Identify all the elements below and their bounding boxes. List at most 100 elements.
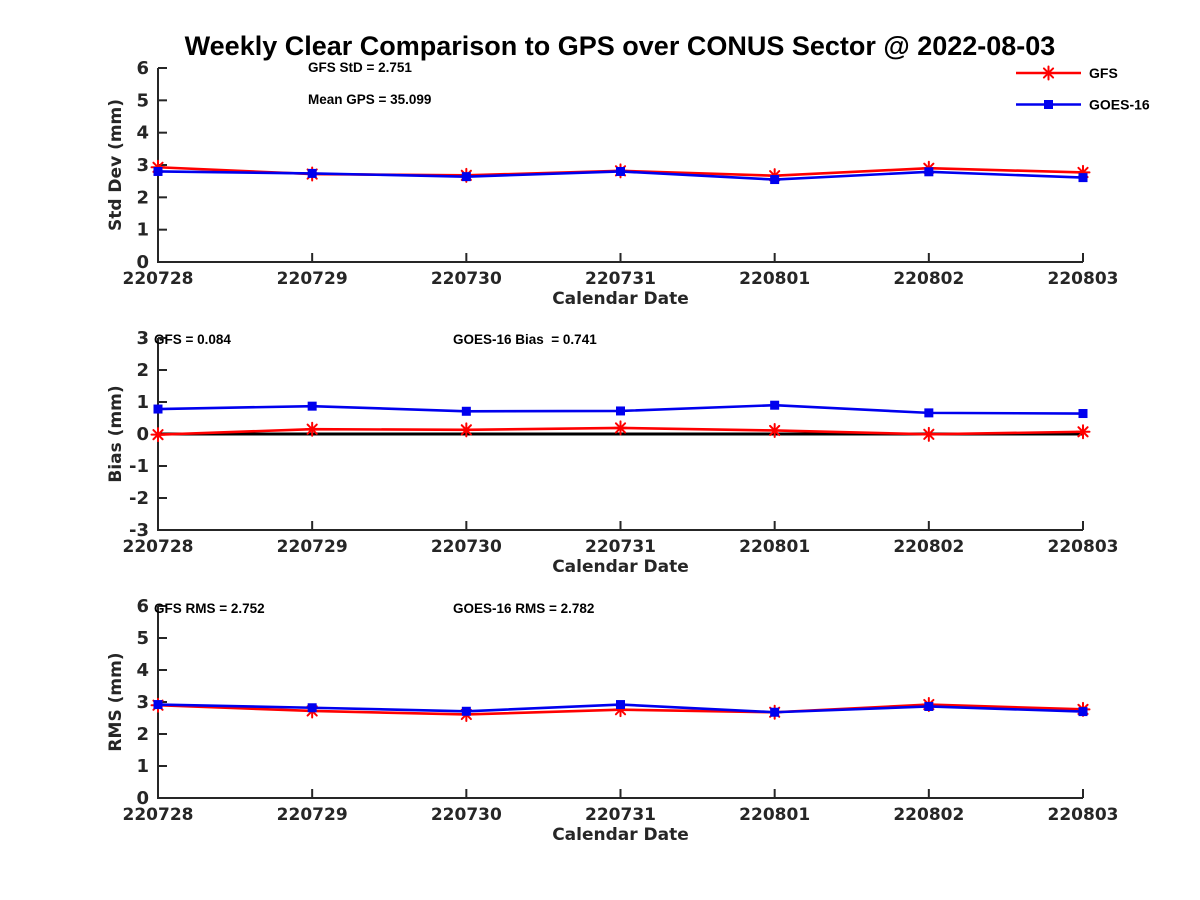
- y-tick-label: 4: [136, 123, 149, 144]
- y-axis-title: RMS (mm): [106, 652, 126, 751]
- square-marker: [307, 401, 317, 411]
- x-tick-label: 220801: [739, 537, 810, 557]
- square-marker: [153, 166, 163, 176]
- y-tick-label: -3: [129, 520, 149, 541]
- asterisk-marker: [1041, 65, 1056, 81]
- x-tick-label: 220730: [431, 269, 502, 289]
- annotation: GFS = 0.084: [154, 332, 231, 347]
- y-tick-label: 6: [136, 58, 149, 79]
- subplot-bias: -3 -2 -1 0 1 2 3 220728 220729 220730 220731 220801…: [106, 328, 1118, 577]
- subplot-stddev: 0 1 2 3 4 5 6 220728 220729 220730 220731 220801 220…: [106, 58, 1118, 309]
- square-marker: [1044, 100, 1053, 109]
- asterisk-spoke: [1077, 426, 1089, 438]
- y-tick-label: 0: [136, 788, 149, 809]
- asterisk-spoke: [769, 424, 781, 437]
- annotation: GFS StD = 2.751: [308, 60, 412, 75]
- y-tick-label: 1: [136, 220, 149, 241]
- asterisk-marker: [613, 420, 628, 436]
- y-tick-label: 1: [136, 756, 149, 777]
- square-marker: [461, 172, 471, 182]
- square-marker: [1078, 409, 1088, 419]
- x-axis-title: Calendar Date: [552, 557, 689, 577]
- square-marker: [770, 175, 780, 185]
- subplot-rms: 0 1 2 3 4 5 6 220728 220729 220730 220731 220801 220…: [106, 596, 1118, 845]
- y-axis-title: Std Dev (mm): [106, 99, 126, 231]
- asterisk-spoke: [923, 428, 935, 440]
- square-marker: [1078, 173, 1088, 183]
- legend-entry-goes-16: GOES-16: [1016, 97, 1150, 113]
- x-axis-title: Calendar Date: [552, 825, 689, 845]
- series-markers: [150, 420, 1091, 443]
- series-markers: [153, 400, 1088, 419]
- y-tick-label: 2: [136, 724, 149, 745]
- x-tick-label: 220730: [431, 805, 502, 825]
- y-tick-label: -2: [129, 488, 149, 509]
- y-tick-label: 5: [136, 90, 149, 111]
- asterisk-marker: [458, 422, 474, 438]
- asterisk-marker: [304, 421, 320, 437]
- x-tick-label: 220729: [277, 537, 348, 557]
- square-marker: [616, 406, 625, 416]
- x-tick-label: 220802: [893, 269, 964, 289]
- x-axis-title: Calendar Date: [552, 289, 689, 309]
- square-marker: [153, 404, 163, 414]
- x-tick-label: 220728: [123, 537, 194, 557]
- figure-title: Weekly Clear Comparison to GPS over CONU…: [184, 31, 1056, 61]
- y-tick-label: -1: [129, 456, 149, 477]
- square-marker: [153, 700, 163, 710]
- square-marker: [461, 406, 471, 416]
- series-markers: [153, 166, 1088, 185]
- x-tick-label: 220801: [739, 805, 810, 825]
- square-marker: [461, 706, 471, 716]
- x-tick-label: 220731: [585, 537, 656, 557]
- square-marker: [924, 408, 934, 418]
- legend-label: GOES-16: [1089, 97, 1150, 113]
- y-tick-label: 0: [136, 252, 149, 273]
- y-tick-label: 2: [136, 360, 149, 381]
- series-gfs: [150, 420, 1091, 443]
- square-marker: [924, 167, 934, 177]
- square-marker: [616, 700, 625, 710]
- series-goes-16: [153, 166, 1088, 185]
- asterisk-marker: [767, 422, 783, 438]
- asterisk-spoke: [1042, 67, 1055, 79]
- series-markers: [153, 700, 1088, 717]
- square-marker: [770, 707, 780, 717]
- square-marker: [307, 168, 317, 178]
- asterisk-spoke: [152, 429, 164, 441]
- annotation: GOES-16 Bias = 0.741: [453, 332, 597, 347]
- square-marker: [1078, 707, 1088, 717]
- square-marker: [770, 400, 780, 410]
- x-tick-label: 220802: [893, 805, 964, 825]
- x-tick-label: 220803: [1048, 805, 1119, 825]
- series-goes-16: [153, 400, 1088, 419]
- x-tick-label: 220728: [123, 805, 194, 825]
- y-tick-label: 3: [136, 692, 149, 713]
- x-tick-label: 220731: [585, 269, 656, 289]
- y-axis-title: Bias (mm): [106, 385, 126, 482]
- y-tick-label: 3: [136, 155, 149, 176]
- legend-label: GFS: [1089, 65, 1118, 81]
- asterisk-spoke: [460, 424, 472, 436]
- y-tick-label: 6: [136, 596, 149, 617]
- x-tick-label: 220730: [431, 537, 502, 557]
- annotation: GOES-16 RMS = 2.782: [453, 601, 594, 616]
- x-tick-label: 220803: [1048, 269, 1119, 289]
- series-goes-16: [153, 700, 1088, 717]
- annotation: GFS RMS = 2.752: [154, 601, 265, 616]
- asterisk-marker: [921, 426, 937, 442]
- square-marker: [924, 701, 934, 711]
- x-tick-label: 220801: [739, 269, 810, 289]
- x-tick-label: 220731: [585, 805, 656, 825]
- x-tick-label: 220729: [277, 805, 348, 825]
- square-marker: [307, 703, 317, 713]
- x-tick-label: 220803: [1048, 537, 1119, 557]
- square-marker: [616, 166, 625, 176]
- asterisk-spoke: [306, 423, 318, 435]
- x-tick-label: 220802: [893, 537, 964, 557]
- x-tick-label: 220728: [123, 269, 194, 289]
- asterisk-marker: [1075, 424, 1091, 440]
- y-tick-label: 2: [136, 187, 149, 208]
- legend-entry-gfs: GFS: [1016, 65, 1118, 81]
